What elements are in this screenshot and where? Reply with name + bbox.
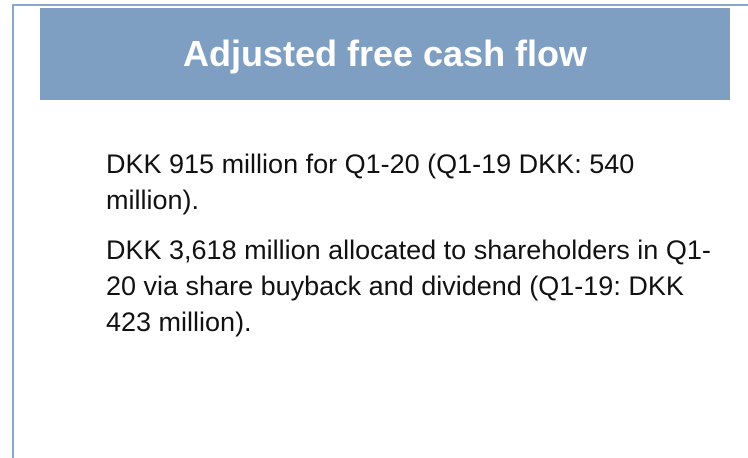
content: DKK 915 million for Q1-20 (Q1-19 DKK: 54… <box>106 146 716 354</box>
title: Adjusted free cash flow <box>182 33 588 74</box>
header: Adjusted free cash flow <box>40 8 730 100</box>
frame <box>12 4 748 458</box>
paragraph: DKK 915 million for Q1-20 (Q1-19 DKK: 54… <box>106 149 635 215</box>
paragraph: DKK 3,618 million allocated to sharehold… <box>106 235 711 337</box>
